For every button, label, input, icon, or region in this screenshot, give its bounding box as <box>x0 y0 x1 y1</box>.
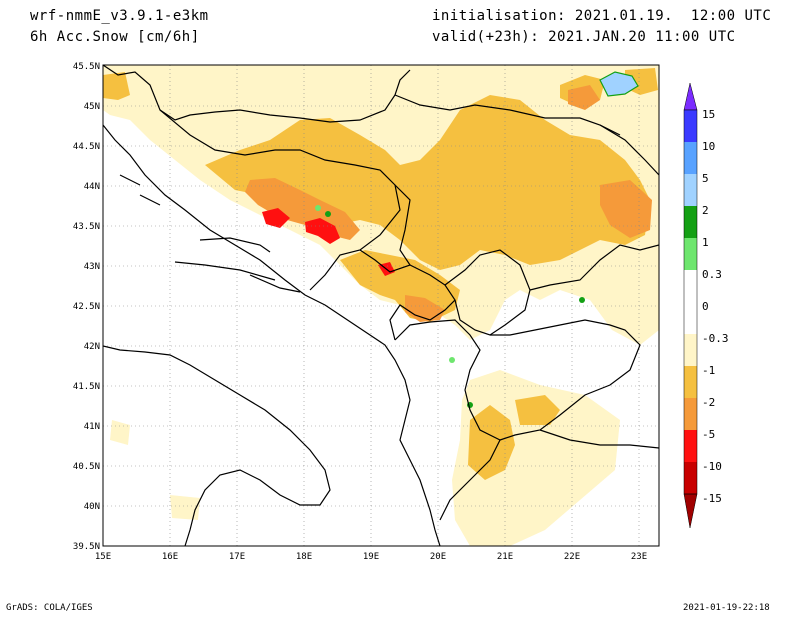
lat-tick-label: 39.5N <box>73 542 100 552</box>
map-grid <box>103 65 659 546</box>
border-bosnia-serbia <box>394 184 411 266</box>
lon-tick-label: 21E <box>497 552 513 562</box>
colorbar-label: 0.3 <box>702 268 722 281</box>
adriatic-coast-east <box>103 124 441 546</box>
border-hungary-serbia <box>394 94 621 136</box>
lat-tick-label: 41N <box>84 422 100 432</box>
lat-tick-label: 43.5N <box>73 222 100 232</box>
lon-tick-label: 19E <box>363 552 379 562</box>
lon-tick-label: 20E <box>430 552 446 562</box>
init-time: initialisation: 2021.01.19. 12:00 UTC <box>432 8 772 24</box>
border-albania <box>394 319 501 521</box>
snow-field <box>103 65 659 546</box>
snow-spot-green <box>449 357 455 363</box>
snow-region-orange-4 <box>568 85 600 110</box>
colorbar-label: 2 <box>702 204 709 217</box>
footer-credit: GrADS: COLA/IGES <box>6 603 93 613</box>
colorbar-label: 10 <box>702 140 715 153</box>
lat-tick-label: 45N <box>84 102 100 112</box>
lat-tick-label: 44N <box>84 182 100 192</box>
lat-tick-label: 42.5N <box>73 302 100 312</box>
snow-region-blue <box>599 71 639 97</box>
colorbar-label: -15 <box>702 492 722 505</box>
border-kosovo <box>444 249 531 336</box>
colorbar-swatch <box>684 398 697 430</box>
lat-axis: 39.5N 40N 40.5N 41N 41.5N 42N 42.5N 43N … <box>73 62 100 552</box>
border-slovenia-croatia <box>103 65 411 123</box>
colorbar-swatch <box>684 430 697 462</box>
colorbar-swatch <box>684 174 697 206</box>
colorbar-swatch <box>684 462 697 494</box>
lon-tick-label: 17E <box>229 552 245 562</box>
border-romania <box>599 124 659 176</box>
lon-axis: 15E 16E 17E 18E 19E 20E 21E 22E 23E <box>95 552 647 562</box>
variable-title: 6h Acc.Snow [cm/6h] <box>30 29 200 45</box>
colorbar-swatch <box>684 142 697 174</box>
colorbar-swatch <box>684 206 697 238</box>
lon-tick-label: 23E <box>631 552 647 562</box>
colorbar-label: -0.3 <box>702 332 729 345</box>
croatia-islands <box>119 174 301 293</box>
colorbar-label: -10 <box>702 460 722 473</box>
map-frame <box>102 64 660 547</box>
colorbar-label: -2 <box>702 396 715 409</box>
border-croatia-bosnia <box>159 109 401 291</box>
snow-region-mid <box>205 95 650 270</box>
colorbar-swatch <box>684 334 697 366</box>
colorbar-label: -5 <box>702 428 715 441</box>
lon-tick-label: 18E <box>296 552 312 562</box>
colorbar-label: 15 <box>702 108 715 121</box>
colorbar-label: 5 <box>702 172 709 185</box>
colorbar: 15 10 5 2 1 0.3 0 -0.3 -1 -2 -5 -10 -15 <box>683 82 729 529</box>
lat-tick-label: 40N <box>84 502 100 512</box>
italy-coast <box>103 345 331 546</box>
footer-timestamp: 2021-01-19-22:18 <box>683 603 770 613</box>
colorbar-label: 0 <box>702 300 709 313</box>
model-title: wrf-nmmE_v3.9.1-e3km <box>30 8 209 24</box>
lat-tick-label: 42N <box>84 342 100 352</box>
colorbar-top-arrow <box>683 82 698 111</box>
snow-spot-green <box>579 297 585 303</box>
snow-region-light-west <box>110 420 200 520</box>
border-greece <box>539 429 659 449</box>
coastlines-borders <box>103 65 659 546</box>
colorbar-bottom-arrow <box>683 493 698 529</box>
border-macedonia <box>490 319 641 441</box>
lon-tick-label: 22E <box>564 552 580 562</box>
lat-tick-label: 43N <box>84 262 100 272</box>
colorbar-swatch <box>684 110 697 142</box>
border-bulgaria <box>529 244 659 291</box>
colorbar-swatch <box>684 366 697 398</box>
colorbar-swatch <box>684 270 697 334</box>
colorbar-label: 1 <box>702 236 709 249</box>
colorbar-label: -1 <box>702 364 715 377</box>
lon-tick-label: 16E <box>162 552 178 562</box>
lat-tick-label: 40.5N <box>73 462 100 472</box>
lon-tick-label: 15E <box>95 552 111 562</box>
snow-region-red <box>262 208 340 244</box>
snow-spot-green <box>315 205 321 211</box>
snow-region-orange-2 <box>600 180 652 238</box>
lat-tick-label: 44.5N <box>73 142 100 152</box>
valid-time: valid(+23h): 2021.JAN.20 11:00 UTC <box>432 29 736 45</box>
snow-spot-green <box>325 211 331 217</box>
colorbar-swatch <box>684 238 697 270</box>
lat-tick-label: 45.5N <box>73 62 100 72</box>
lat-tick-label: 41.5N <box>73 382 100 392</box>
